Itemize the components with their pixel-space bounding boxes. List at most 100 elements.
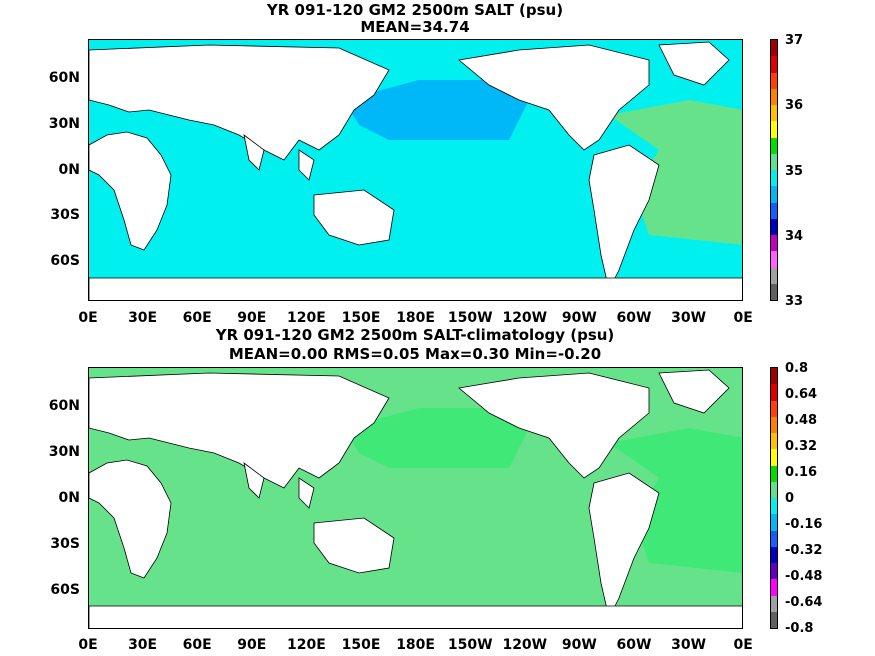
- salinity-colorbar: [770, 39, 778, 301]
- lon-label: 180E: [396, 637, 435, 653]
- lon-label: 30E: [128, 637, 158, 653]
- land-mass: [588, 144, 660, 292]
- colorbar-swatch: [771, 595, 777, 612]
- land-mass: [313, 517, 395, 574]
- lon-label: 150W: [447, 310, 493, 326]
- lon-label: 120W: [502, 310, 548, 326]
- land-mass: [458, 44, 650, 151]
- cbar2-label: 0.64: [785, 387, 818, 402]
- land-mass: [89, 277, 742, 300]
- lon-label: 0E: [78, 310, 98, 326]
- lon-label: 150W: [447, 637, 493, 653]
- panel1-mean: MEAN=34.74: [360, 18, 470, 36]
- colorbar-swatch: [771, 416, 777, 433]
- land-mass: [458, 372, 650, 479]
- colorbar-swatch: [771, 498, 777, 515]
- colorbar-swatch: [771, 186, 777, 203]
- lon-label: 90W: [561, 310, 597, 326]
- lon-label: 60E: [182, 310, 212, 326]
- lon-label: 0E: [78, 637, 98, 653]
- panel1-title: YR 091-120 GM2 2500m SALT (psu): [266, 1, 564, 19]
- panel2-stats: MEAN=0.00 RMS=0.05 Max=0.30 Min=-0.20: [228, 345, 602, 363]
- lon-label: 60W: [616, 310, 652, 326]
- lon-label: 30W: [671, 310, 707, 326]
- lat-label-30s: 30S: [50, 536, 80, 552]
- colorbar-swatch: [771, 368, 777, 385]
- colorbar-swatch: [771, 400, 777, 417]
- lon-label: 60E: [182, 637, 212, 653]
- colorbar-swatch: [771, 465, 777, 482]
- panel2-title: YR 091-120 GM2 2500m SALT-climatology (p…: [215, 326, 615, 344]
- cbar2-label: 0.8: [785, 361, 809, 376]
- land-mass: [298, 477, 315, 509]
- land-mass: [89, 459, 172, 579]
- colorbar-swatch: [771, 170, 777, 187]
- colorbar-swatch: [771, 579, 777, 596]
- lat-label-60n: 60N: [48, 398, 80, 414]
- lon-label: 90E: [237, 637, 267, 653]
- cbar1-label: 34: [785, 229, 804, 244]
- land-mass: [89, 44, 390, 161]
- lon-label: 90W: [561, 637, 597, 653]
- lon-label: 90E: [237, 310, 267, 326]
- lon-label: 0E: [733, 310, 753, 326]
- colorbar-swatch: [771, 202, 777, 219]
- colorbar-swatch: [771, 267, 777, 284]
- cbar2-label: -0.48: [785, 569, 823, 584]
- cbar2-label: -0.32: [785, 543, 823, 558]
- land-mass: [89, 605, 742, 628]
- colorbar-swatch: [771, 218, 777, 235]
- colorbar-swatch: [771, 88, 777, 105]
- colorbar-swatch: [771, 40, 777, 57]
- land-mass: [243, 134, 265, 171]
- lat-label-60s: 60S: [50, 253, 80, 269]
- colorbar-swatch: [771, 251, 777, 268]
- colorbar-swatch: [771, 546, 777, 563]
- lon-label: 150E: [341, 310, 381, 326]
- lat-label-60n: 60N: [48, 70, 80, 86]
- lat-label-30n: 30N: [48, 116, 80, 132]
- cbar2-label: 0: [785, 491, 795, 506]
- lon-label: 0E: [733, 637, 753, 653]
- colorbar-swatch: [771, 481, 777, 498]
- lat-label-0n: 0N: [58, 162, 80, 178]
- cbar2-label: 0.32: [785, 439, 818, 454]
- colorbar-swatch: [771, 137, 777, 154]
- pacific-region: [344, 408, 529, 468]
- colorbar-swatch: [771, 56, 777, 73]
- colorbar-swatch: [771, 121, 777, 138]
- land-mass: [243, 462, 265, 499]
- land-mass: [313, 189, 395, 246]
- lat-label-60s: 60S: [50, 582, 80, 598]
- lat-label-30s: 30S: [50, 207, 80, 223]
- lon-label: 180E: [396, 310, 435, 326]
- land-mass: [89, 372, 390, 489]
- colorbar-swatch: [771, 433, 777, 450]
- cbar1-label: 33: [785, 294, 804, 309]
- salinity-map: [88, 39, 743, 301]
- colorbar-swatch: [771, 530, 777, 547]
- land-mass: [588, 472, 660, 620]
- cbar1-label: 37: [785, 33, 804, 48]
- cbar2-label: -0.8: [785, 621, 814, 636]
- land-mass: [89, 131, 172, 251]
- lon-label: 120W: [502, 637, 548, 653]
- lon-label: 120E: [286, 637, 326, 653]
- map-canvas: [89, 368, 742, 628]
- cbar1-label: 35: [785, 164, 804, 179]
- land-mass: [658, 41, 730, 86]
- lon-label: 150E: [341, 637, 381, 653]
- lat-label-30n: 30N: [48, 444, 80, 460]
- colorbar-swatch: [771, 235, 777, 252]
- colorbar-swatch: [771, 449, 777, 466]
- land-mass: [298, 149, 315, 181]
- lon-label: 60W: [616, 637, 652, 653]
- salinity-anomaly-map: [88, 367, 743, 629]
- cbar2-label: -0.16: [785, 517, 823, 532]
- lon-label: 30E: [128, 310, 158, 326]
- lon-label: 30W: [671, 637, 707, 653]
- colorbar-swatch: [771, 153, 777, 170]
- lat-label-0n: 0N: [58, 490, 80, 506]
- map-canvas: [89, 40, 742, 300]
- cbar1-label: 36: [785, 98, 804, 113]
